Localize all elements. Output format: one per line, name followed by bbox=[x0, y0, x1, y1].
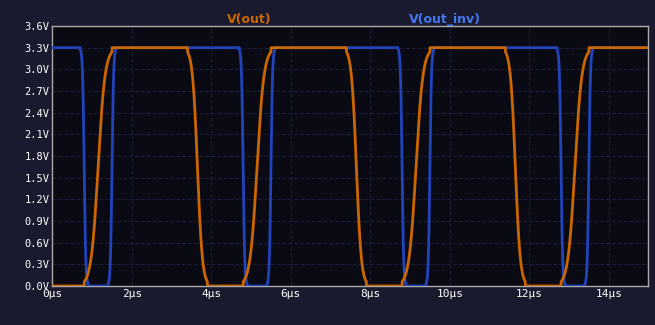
Text: V(out): V(out) bbox=[227, 13, 271, 26]
Text: V(out_inv): V(out_inv) bbox=[409, 13, 481, 26]
